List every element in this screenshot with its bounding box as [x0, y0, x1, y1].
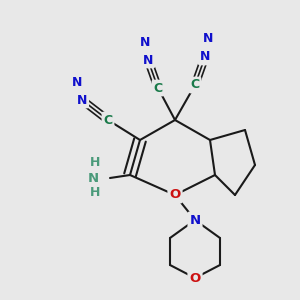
Text: N: N	[77, 94, 87, 106]
Text: N: N	[72, 76, 82, 88]
Text: O: O	[189, 272, 201, 284]
Text: H: H	[90, 157, 100, 169]
Text: N: N	[203, 32, 213, 46]
Text: O: O	[169, 188, 181, 202]
Text: C: C	[190, 79, 200, 92]
Text: N: N	[143, 53, 153, 67]
Text: C: C	[103, 113, 112, 127]
Text: N: N	[87, 172, 99, 184]
Text: H: H	[90, 187, 100, 200]
Text: N: N	[200, 50, 210, 64]
Text: N: N	[189, 214, 201, 226]
Text: N: N	[140, 35, 150, 49]
Text: C: C	[153, 82, 163, 94]
